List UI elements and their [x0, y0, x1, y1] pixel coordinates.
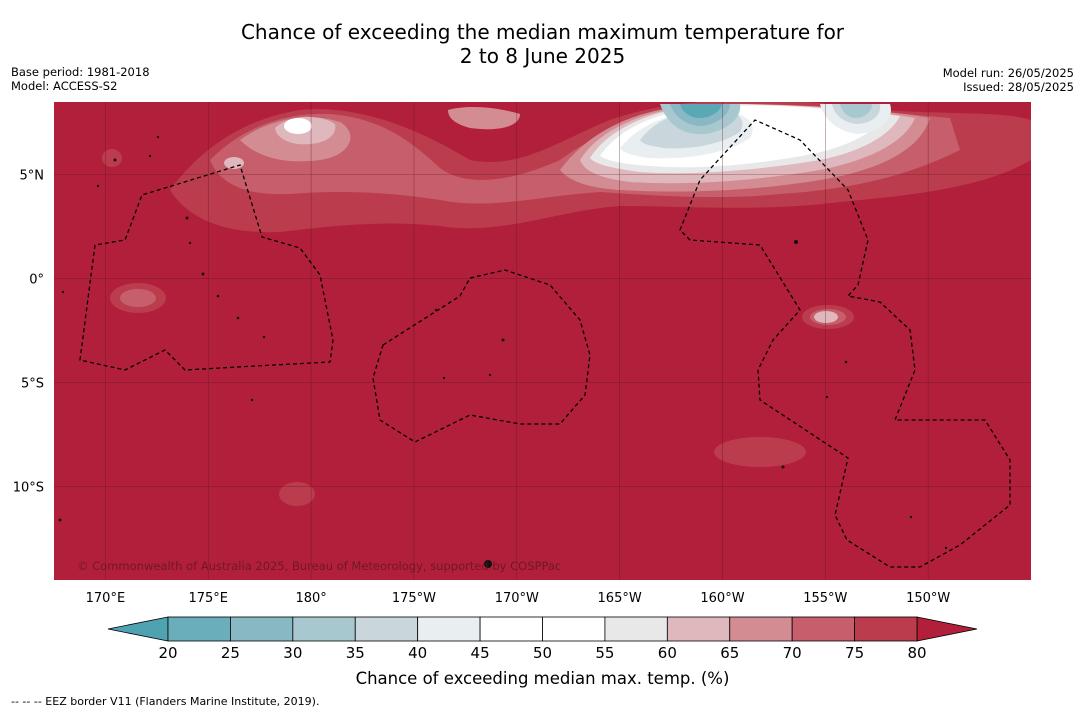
longitude-tick-label: 170°E	[86, 591, 126, 606]
longitude-tick-label: 150°W	[906, 591, 950, 606]
longitude-tick-label: 165°W	[598, 591, 642, 606]
colorbar-segment-6	[542, 616, 606, 642]
eez-line-islands	[679, 119, 1011, 568]
colorbar-tick-label: 25	[221, 644, 240, 662]
colorbar-tick-label: 65	[720, 644, 739, 662]
islands	[58, 135, 948, 568]
colorbar-tick-label: 45	[471, 644, 490, 662]
model-name: Model: ACCESS-S2	[11, 79, 118, 93]
colorbar-segment-0	[167, 616, 231, 642]
colorbar-tick-label: 30	[283, 644, 302, 662]
latitude-tick-label: 0°	[29, 273, 44, 288]
colorbar-segment-2	[292, 616, 356, 642]
colorbar-tick-label: 60	[658, 644, 677, 662]
colorbar-segment-9	[729, 616, 793, 642]
colorbar-tick-label: 75	[845, 644, 864, 662]
longitude-tick-label: 175°E	[188, 591, 228, 606]
colorbar-tick-label: 80	[907, 644, 926, 662]
model-run: Model run: 26/05/2025	[942, 66, 1074, 80]
longitude-tick-label: 170°W	[495, 591, 539, 606]
metadata-right: Model run: 26/05/2025 Issued: 28/05/2025	[943, 66, 1074, 94]
colorbar-under-arrow	[107, 616, 169, 642]
colorbar-segment-7	[604, 616, 668, 642]
latitude-tick-label: 5°S	[21, 377, 44, 392]
metadata-left: Base period: 1981-2018 Model: ACCESS-S2	[11, 65, 150, 93]
colorbar: 20 25 30 35 40 45 50 55 60 65 70 75 80	[107, 616, 978, 662]
colorbar-tick-label: 40	[408, 644, 427, 662]
title-line-1: Chance of exceeding the median maximum t…	[240, 20, 845, 44]
colorbar-segment-11	[854, 616, 918, 642]
colorbar-label: Chance of exceeding median max. temp. (%…	[355, 669, 730, 688]
colorbar-tick-label: 55	[595, 644, 614, 662]
probability-contours	[102, 102, 1031, 506]
longitude-tick-label: 175°W	[392, 591, 436, 606]
eez-phoenix-islands	[372, 269, 591, 443]
longitude-tick-label: 160°W	[700, 591, 744, 606]
eez-borders	[79, 119, 1011, 568]
longitude-tick-label: 180°	[295, 591, 326, 606]
colorbar-segment-5	[479, 616, 543, 642]
longitude-labels: 170°E 175°E 180° 175°W 170°W 165°W 160°W 155°W 1…	[86, 591, 951, 606]
title-line-2: 2 to 8 June 2025	[459, 44, 626, 68]
base-period: Base period: 1981-2018	[11, 65, 150, 79]
copyright-notice: © Commonwealth of Australia 2025, Bureau…	[77, 559, 561, 573]
colorbar-segment-4	[417, 616, 481, 642]
colorbar-tick-label: 50	[533, 644, 552, 662]
colorbar-segment-10	[791, 616, 855, 642]
colorbar-tick-label: 70	[783, 644, 802, 662]
issued-date: Issued: 28/05/2025	[963, 80, 1074, 94]
colorbar-tick-label: 35	[346, 644, 365, 662]
map-title: Chance of exceeding the median maximum t…	[0, 20, 1085, 68]
contour-20-25	[680, 104, 722, 118]
gridlines	[54, 102, 1031, 580]
eez-legend-note: -- -- -- EEZ border V11 (Flanders Marine…	[11, 695, 320, 708]
eez-tuvalu-kiribati-west	[79, 164, 334, 371]
latitude-tick-label: 5°N	[20, 169, 45, 184]
latitude-labels: 5°N 0° 5°S 10°S	[13, 169, 44, 496]
colorbar-over-arrow	[916, 616, 978, 642]
map-panel: © Commonwealth of Australia 2025, Bureau…	[54, 102, 1031, 580]
colorbar-segment-3	[354, 616, 419, 642]
colorbar-segment-1	[230, 616, 294, 642]
colorbar-tick-label: 20	[158, 644, 177, 662]
longitude-tick-label: 155°W	[803, 591, 847, 606]
latitude-tick-label: 10°S	[13, 480, 44, 495]
colorbar-segment-8	[666, 616, 731, 642]
